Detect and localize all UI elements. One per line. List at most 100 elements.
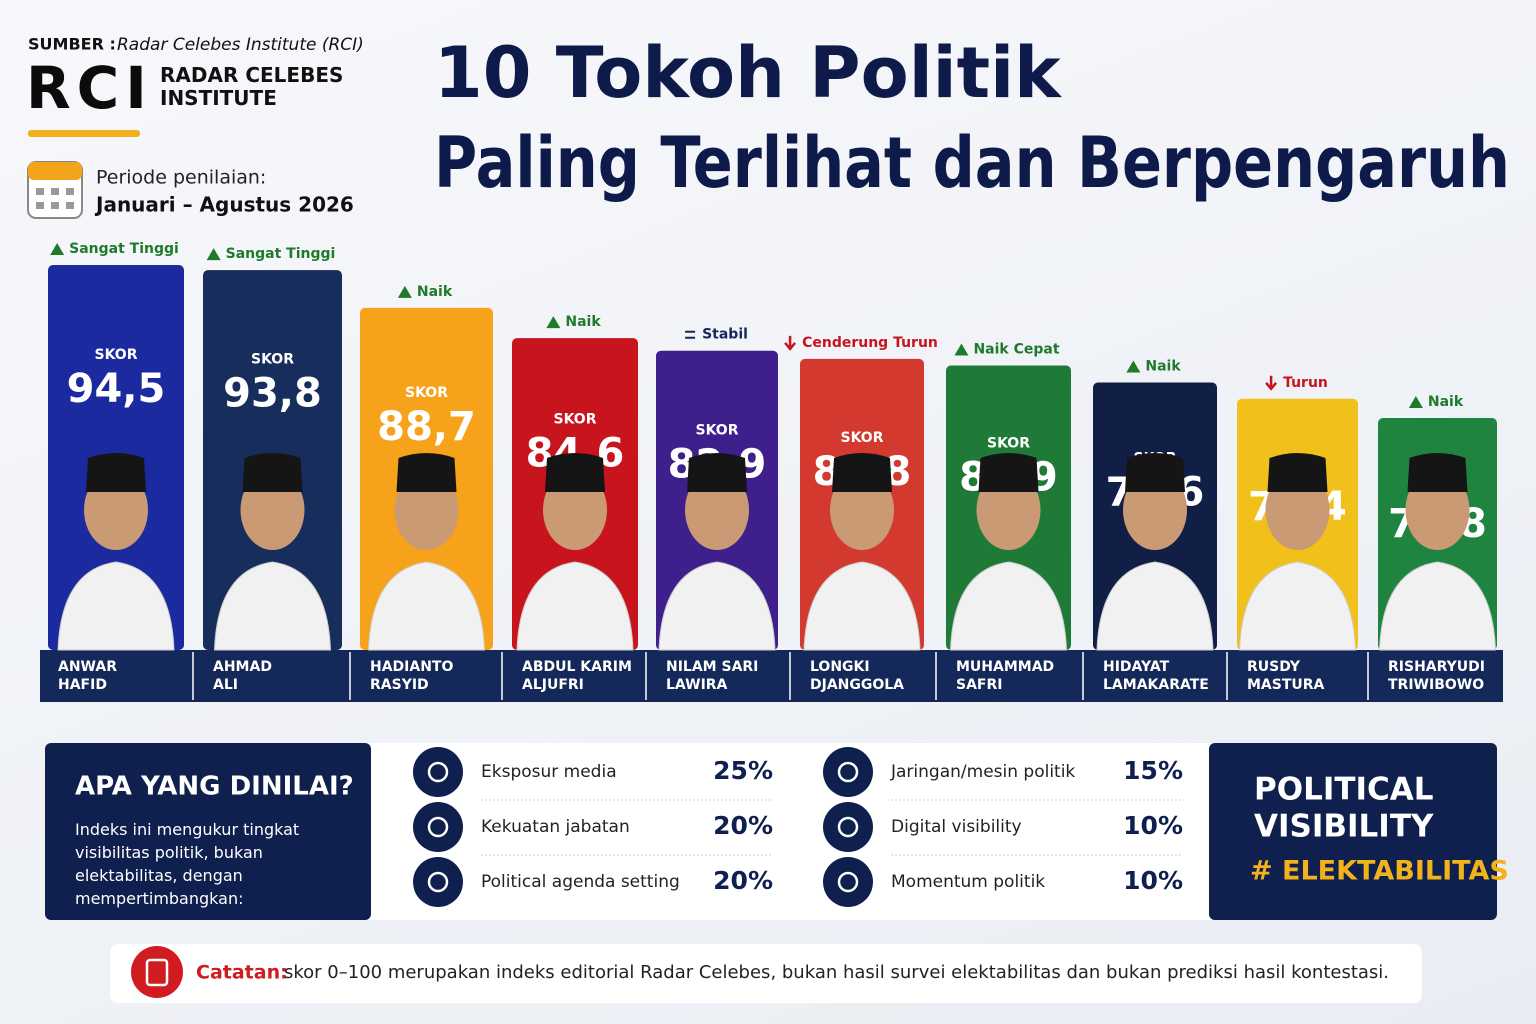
portrait-cap [1267,453,1328,492]
trend: Naik Cepat [973,342,1059,358]
candidate-name: NILAM SARI LAWIRA [666,659,759,693]
score: 93,8 [223,371,322,417]
criteria-weight: 20% [713,866,773,895]
portrait-cap [978,453,1039,492]
note-label: Catatan: [196,962,288,984]
portrait [1378,453,1497,651]
candidate-name: RISHARYUDI TRIWIBOWO [1388,659,1485,693]
criteria-label: Digital visibility [891,817,1022,837]
trend-icon [397,285,412,298]
criteria-label: Eksposur media [481,762,617,782]
badge [1209,743,1497,920]
trend-icon [546,316,561,329]
portrait-body [658,561,776,651]
note-box [110,944,1422,1003]
portrait-body [803,561,921,651]
portrait-body [367,561,486,651]
name-band [40,650,1503,702]
badge-tag: # ELEKTABILITAS [1250,856,1509,887]
portrait-cap [1407,453,1468,492]
candidate-name: RUSDY MASTURA [1247,659,1325,693]
trend: Sangat Tinggi [226,246,336,262]
logo: RCI [26,54,153,122]
portrait-cap [242,453,303,492]
trend: Cenderung Turun [802,335,938,351]
portrait [516,453,634,651]
candidate-name: HADIANTO RASYID [370,659,454,693]
trend-icon [1126,360,1141,373]
trend: Stabil [702,327,748,343]
title: Paling Terlihat dan Berpengaruh [434,122,1510,204]
portrait-cap [545,453,605,492]
portrait-body [949,561,1068,651]
title: 10 Tokoh Politik [434,32,1062,114]
note-icon [131,946,183,998]
score-label: SKOR [696,423,739,439]
portrait-body [1096,561,1214,651]
candidate-name: MUHAMMAD SAFRI [956,659,1055,693]
criteria-title: APA YANG DINILAI? [75,772,354,802]
criteria-icon [413,857,463,907]
logo-name: RADAR CELEBES INSTITUTE [160,63,344,110]
portrait [1238,453,1357,651]
trend: Naik [1145,359,1181,375]
score-label: SKOR [405,385,448,401]
score: 94,5 [67,366,166,412]
portrait-body [213,561,332,651]
trend-icon [1408,396,1423,408]
trend-icon [50,243,65,255]
portrait [1096,453,1214,651]
criteria-icon [427,816,449,838]
source-label: SUMBER : [28,35,116,54]
score-label: SKOR [841,430,884,446]
portrait-body [516,561,634,651]
criteria-icon [823,747,873,797]
period: Januari – Agustus 2026 [94,193,354,217]
score-label: SKOR [987,436,1030,452]
candidate-name: ANWAR HAFID [58,659,117,693]
trend-icon [1265,375,1278,391]
logo-underline [28,130,140,137]
portrait-cap [1125,453,1185,492]
note-text: skor 0–100 merupakan indeks editorial Ra… [284,962,1389,983]
criteria-icon [413,747,463,797]
badge-line: POLITICAL [1254,772,1434,808]
portrait-cap [396,453,457,492]
score-label: SKOR [251,352,294,368]
period-label: Periode penilaian: [96,167,266,189]
criteria-weight: 10% [1123,811,1183,840]
criteria-label: Kekuatan jabatan [481,817,630,837]
trend: Turun [1283,375,1328,391]
badge-line: VISIBILITY [1254,809,1434,845]
trend-icon [206,248,221,261]
portrait-body [57,561,175,651]
criteria-icon [837,761,859,783]
criteria-icon [413,802,463,852]
criteria-intro [45,743,371,920]
portrait [57,453,175,651]
criteria-weight: 15% [1123,756,1183,785]
criteria-label: Momentum politik [891,872,1045,892]
score: 88,7 [377,404,476,450]
portrait-cap [86,453,146,492]
portrait [658,453,776,651]
portrait [213,453,332,651]
criteria-icon [823,802,873,852]
trend: Naik [417,284,453,300]
criteria-icon [823,857,873,907]
portrait [367,453,486,651]
candidate-name: HIDAYAT LAMAKARATE [1103,659,1209,693]
criteria-panel [45,743,1497,920]
portrait [803,453,921,651]
score-label: SKOR [554,412,597,428]
trend-icon [784,335,797,351]
criteria-icon [837,871,859,893]
calendar-icon [27,161,83,219]
portrait [949,453,1068,651]
candidate-name: AHMAD ALI [213,659,272,693]
trend: Naik [1428,394,1464,410]
portrait-body [1378,561,1497,651]
candidate-name: ABDUL KARIM ALJUFRI [522,659,632,693]
